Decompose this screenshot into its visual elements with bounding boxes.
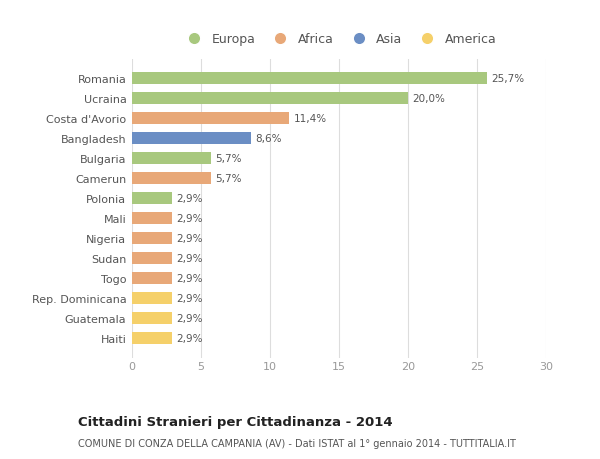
Text: 2,9%: 2,9% [176,274,203,284]
Text: 5,7%: 5,7% [215,154,241,164]
Bar [132,332,172,344]
Legend: Europa, Africa, Asia, America: Europa, Africa, Asia, America [181,33,497,46]
Bar [132,213,172,225]
Bar [132,292,172,305]
Bar [132,273,172,285]
Text: COMUNE DI CONZA DELLA CAMPANIA (AV) - Dati ISTAT al 1° gennaio 2014 - TUTTITALIA: COMUNE DI CONZA DELLA CAMPANIA (AV) - Da… [78,438,516,448]
Bar [132,153,211,165]
Bar [132,193,172,205]
Text: 20,0%: 20,0% [412,94,445,104]
Bar [132,313,172,325]
Text: 11,4%: 11,4% [293,114,326,124]
Text: 2,9%: 2,9% [176,254,203,263]
Text: 2,9%: 2,9% [176,294,203,303]
Bar [132,233,172,245]
Bar [132,133,251,145]
Bar [132,73,487,85]
Text: 8,6%: 8,6% [255,134,281,144]
Bar [132,93,408,105]
Text: 25,7%: 25,7% [491,74,524,84]
Text: 2,9%: 2,9% [176,334,203,343]
Text: 2,9%: 2,9% [176,194,203,204]
Text: 2,9%: 2,9% [176,313,203,324]
Text: 2,9%: 2,9% [176,234,203,244]
Text: 5,7%: 5,7% [215,174,241,184]
Bar [132,113,289,125]
Text: 2,9%: 2,9% [176,214,203,224]
Bar [132,173,211,185]
Text: Cittadini Stranieri per Cittadinanza - 2014: Cittadini Stranieri per Cittadinanza - 2… [78,415,392,428]
Bar [132,253,172,265]
